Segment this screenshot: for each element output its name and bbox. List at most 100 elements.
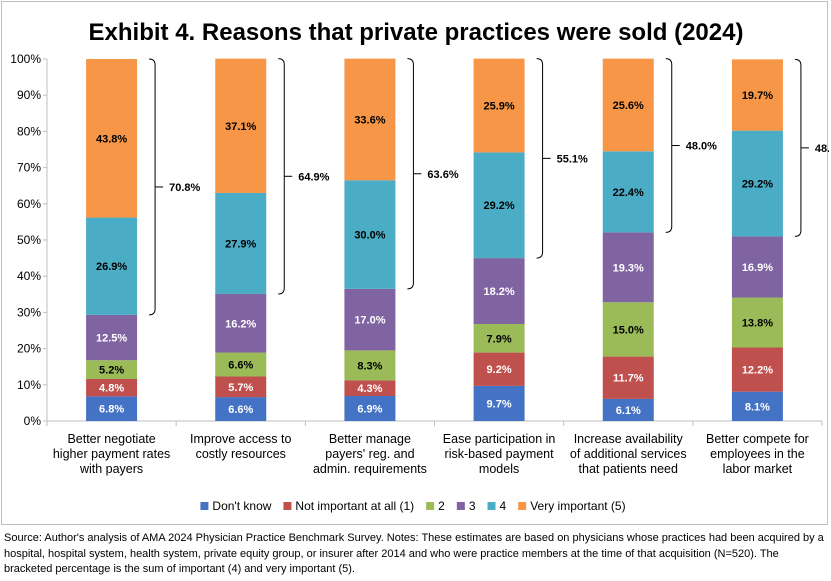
y-tick-label: 20% — [17, 342, 41, 356]
legend-swatch — [426, 502, 435, 510]
legend-swatch — [283, 502, 292, 510]
data-label: 8.3% — [357, 360, 382, 372]
y-tick-label: 50% — [17, 233, 41, 247]
category-label: payers' reg. and — [325, 447, 414, 461]
bracket — [278, 58, 285, 295]
bar-segment — [86, 360, 138, 380]
bar-segment — [344, 288, 396, 351]
bar-segment — [215, 58, 267, 193]
data-label: 5.2% — [99, 365, 124, 377]
bar-segment — [86, 59, 138, 218]
data-label: 15.0% — [613, 324, 644, 336]
data-label: 13.8% — [742, 318, 773, 330]
category-label: Better compete for — [706, 432, 809, 446]
legend-label: Not important at all (1) — [295, 499, 414, 513]
bracket-total-label: 48.9% — [815, 143, 829, 155]
bar-segment — [731, 130, 783, 237]
data-label: 6.6% — [228, 360, 253, 372]
category-label: higher payment rates — [53, 447, 170, 461]
bar-segment — [215, 352, 267, 377]
stacked-bar-chart: Exhibit 4. Reasons that private practice… — [10, 19, 829, 513]
category-label: models — [479, 462, 519, 476]
data-label: 6.8% — [99, 404, 124, 416]
data-label: 16.2% — [225, 318, 256, 330]
bar-segment — [86, 217, 138, 315]
bar-segment — [344, 350, 396, 381]
data-label: 17.0% — [354, 315, 385, 327]
data-label: 19.3% — [613, 262, 644, 274]
data-label: 6.6% — [228, 404, 253, 416]
data-label: 29.2% — [742, 179, 773, 191]
bar-segment — [602, 398, 654, 421]
data-label: 4.8% — [99, 383, 124, 395]
data-label: 16.9% — [742, 262, 773, 274]
category-label: employees in the — [710, 447, 805, 461]
category-label: that patients need — [579, 462, 678, 476]
category-label: Improve access to — [190, 432, 291, 446]
category-label: Better manage — [329, 432, 411, 446]
y-tick-label: 80% — [17, 124, 41, 138]
bar-segment — [731, 347, 783, 392]
legend-label: 4 — [500, 499, 507, 513]
data-label: 12.5% — [96, 333, 127, 345]
data-label: 18.2% — [483, 286, 514, 298]
data-label: 12.2% — [742, 365, 773, 377]
category-label: admin. requirements — [313, 462, 427, 476]
bar-segment — [731, 236, 783, 298]
bar-segment — [602, 151, 654, 233]
bar-segment — [602, 58, 654, 152]
bar-segment — [731, 297, 783, 348]
bar-segment — [731, 59, 783, 131]
bar-segment — [473, 323, 525, 353]
data-label: 27.9% — [225, 238, 256, 250]
y-tick-label: 30% — [17, 305, 41, 319]
data-label: 5.7% — [228, 382, 253, 394]
bar-segment — [86, 396, 138, 421]
legend-swatch — [456, 502, 465, 510]
bracket-total-label: 63.6% — [427, 169, 458, 181]
data-label: 6.1% — [616, 405, 641, 417]
bracket — [794, 58, 802, 237]
bar-segment — [473, 258, 525, 324]
bar-segment — [602, 232, 654, 303]
category-label: risk-based payment — [445, 447, 555, 461]
bracket-total-label: 48.0% — [686, 141, 717, 153]
bar-segment — [86, 314, 138, 361]
category-label: with payers — [79, 462, 143, 476]
bar-segment — [344, 180, 396, 289]
y-tick-label: 70% — [17, 161, 41, 175]
bar-segment — [473, 58, 525, 153]
data-label: 22.4% — [613, 187, 644, 199]
bar-segment — [215, 376, 267, 398]
legend-label: 3 — [469, 499, 476, 513]
category-label: labor market — [723, 462, 793, 476]
bracket — [665, 58, 673, 233]
legend-swatch — [518, 502, 527, 510]
category-label: Ease participation in — [443, 432, 556, 446]
bar-segment — [344, 380, 396, 397]
data-label: 6.9% — [357, 404, 382, 416]
legend-swatch — [200, 502, 209, 510]
bar-segment — [344, 396, 396, 421]
data-label: 30.0% — [354, 230, 385, 242]
bar-segment — [344, 58, 396, 181]
bar-segment — [731, 391, 783, 421]
bracket-total-label: 70.8% — [169, 182, 200, 194]
bracket-total-label: 55.1% — [557, 153, 588, 165]
data-label: 8.1% — [745, 401, 770, 413]
legend-swatch — [487, 502, 496, 510]
y-tick-label: 100% — [10, 52, 41, 66]
bar-segment — [473, 385, 525, 421]
y-tick-label: 10% — [17, 378, 41, 392]
bar-segment — [473, 352, 525, 386]
data-label: 9.7% — [487, 398, 512, 410]
bracket-total-label: 64.9% — [298, 171, 329, 183]
bar-segment — [602, 302, 654, 357]
bracket — [536, 58, 544, 259]
legend-label: 2 — [438, 499, 445, 513]
data-label: 11.7% — [613, 373, 644, 385]
legend-label: Don't know — [212, 499, 271, 513]
bar-segment — [473, 152, 525, 259]
category-label: of additional services — [570, 447, 687, 461]
data-label: 4.3% — [357, 383, 382, 395]
